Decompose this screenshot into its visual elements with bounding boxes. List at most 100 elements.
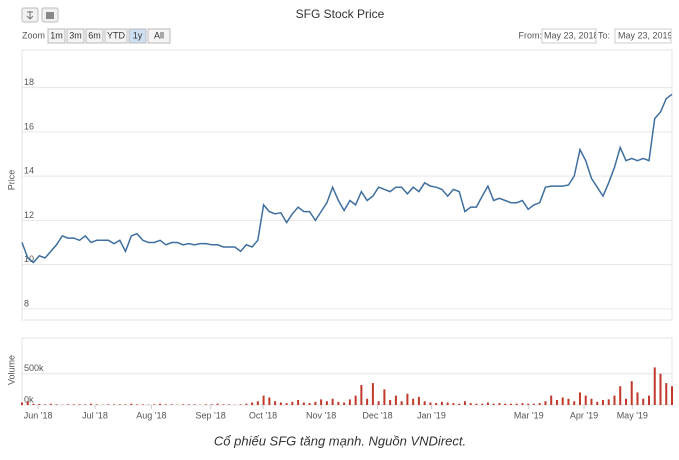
volume-bar <box>463 401 466 405</box>
x-tick-label: May '19 <box>617 410 648 420</box>
volume-bar <box>354 395 357 405</box>
volume-bar <box>394 395 397 405</box>
zoom-button[interactable] <box>104 28 128 44</box>
volume-bar <box>469 403 472 405</box>
x-tick-label: Sep '18 <box>196 410 226 420</box>
volume-bar <box>624 398 627 405</box>
volume-bar <box>446 402 449 405</box>
volume-bar <box>567 398 570 405</box>
zoom-button[interactable] <box>47 28 66 44</box>
volume-bar <box>642 398 645 405</box>
volume-bar <box>55 404 58 405</box>
zoom-button[interactable] <box>147 28 171 44</box>
from-label: From: <box>519 30 543 40</box>
volume-bar <box>406 393 409 405</box>
volume-bar <box>297 399 300 405</box>
volume-bar <box>636 392 639 405</box>
volume-bar <box>613 395 616 405</box>
print-icon <box>46 12 54 19</box>
volume-bar <box>538 403 541 405</box>
volume-bar <box>130 403 133 405</box>
volume-bar <box>619 386 622 405</box>
from-value: May 23, 2018 <box>544 30 599 40</box>
volume-bar <box>141 404 144 405</box>
volume-bar <box>452 403 455 405</box>
volume-bar <box>159 403 162 405</box>
volume-bar <box>113 404 116 405</box>
volume-bar <box>423 401 426 405</box>
volume-bar <box>435 403 438 405</box>
volume-bar <box>302 402 305 405</box>
volume-bar <box>584 395 587 405</box>
volume-bar <box>647 395 650 405</box>
volume-bar <box>21 402 23 405</box>
volume-bar <box>412 398 415 405</box>
volume-bar <box>377 401 380 405</box>
volume-bar <box>429 402 432 405</box>
volume-bar <box>578 392 581 405</box>
volume-bar <box>205 404 208 405</box>
volume-bar <box>239 404 242 405</box>
volume-bar <box>193 404 196 405</box>
y-tick-label: 12 <box>24 210 34 220</box>
zoom-button[interactable] <box>128 28 147 44</box>
volume-bar <box>671 386 673 405</box>
volume-bar <box>38 404 41 405</box>
volume-bar <box>509 403 512 405</box>
volume-bar <box>371 383 374 405</box>
volume-bar <box>515 403 518 405</box>
price-line <box>21 93 673 264</box>
zoom-button[interactable] <box>66 28 85 44</box>
volume-bar <box>256 401 259 405</box>
to-input[interactable] <box>614 28 672 44</box>
y-tick-label: 8 <box>24 298 29 308</box>
volume-bar <box>366 398 369 405</box>
volume-bar <box>544 401 547 405</box>
zoom-button-label: YTD <box>107 30 126 40</box>
volume-bar <box>44 404 47 405</box>
volume-bar <box>659 373 662 405</box>
volume-bar <box>665 383 668 405</box>
download-icon <box>26 11 34 20</box>
volume-bar <box>486 402 489 405</box>
y-tick-label: 16 <box>24 121 34 131</box>
volume-bar <box>262 395 265 405</box>
volume-bar <box>481 403 484 405</box>
volume-bar <box>107 404 110 405</box>
volume-bar <box>590 398 593 405</box>
volume-bar <box>417 396 420 405</box>
y-tick-label: 0k <box>24 394 34 404</box>
volume-bar <box>245 403 248 405</box>
volume-bar <box>314 401 317 405</box>
zoom-button-label: 3m <box>69 30 82 40</box>
volume-bar <box>118 404 121 405</box>
volume-bar <box>475 403 478 405</box>
x-tick-label: Oct '18 <box>249 410 277 420</box>
volume-bar <box>400 401 403 405</box>
volume-bar <box>601 399 604 405</box>
x-tick-label: Nov '18 <box>306 410 336 420</box>
volume-bar <box>653 367 656 405</box>
volume-bar <box>32 403 35 405</box>
volume-bar <box>320 399 323 405</box>
volume-bar <box>440 401 443 405</box>
background <box>0 0 679 424</box>
volume-bar <box>561 397 564 405</box>
volume-bar <box>210 404 213 405</box>
volume-bar <box>325 401 328 405</box>
volume-bar <box>26 401 29 405</box>
zoom-button[interactable] <box>85 28 104 44</box>
volume-bar <box>136 404 139 405</box>
x-tick-label: Jan '19 <box>417 410 446 420</box>
x-tick-label: Mar '19 <box>514 410 544 420</box>
volume-bar <box>285 403 288 405</box>
volume-bar <box>187 404 190 405</box>
from-input[interactable] <box>541 28 597 44</box>
volume-bar <box>95 404 98 405</box>
x-tick-label: Aug '18 <box>136 410 166 420</box>
y-tick-label: 500k <box>24 363 44 373</box>
volume-bar <box>308 403 311 405</box>
volume-bar <box>550 395 553 405</box>
volume-bar <box>67 404 70 405</box>
